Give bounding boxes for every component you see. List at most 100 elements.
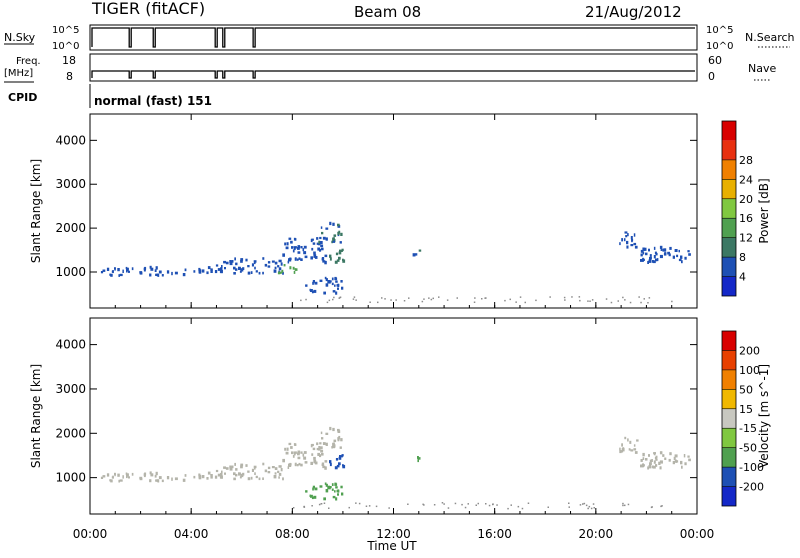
scatter-cell [166, 476, 170, 480]
scatter-cell [217, 268, 221, 271]
scatter-cell [262, 477, 264, 480]
scatter-cell [642, 463, 644, 467]
nave-tick-high: 60 [708, 54, 722, 67]
scatter-cell [310, 289, 313, 292]
y-tick-label: 1000 [55, 471, 86, 485]
scatter-cell [628, 448, 631, 451]
power-colorbar-label: Power [dB] [757, 178, 771, 243]
scatter-cell [300, 299, 302, 302]
scatter-cell [274, 472, 277, 475]
scatter-cell [166, 270, 170, 274]
noise-right-tick-high: 10^5 [706, 25, 733, 36]
colorbar-tick-label: 15 [739, 403, 753, 416]
scatter-cell [155, 273, 158, 276]
scatter-cell [149, 265, 152, 269]
colorbar-swatch [722, 447, 736, 468]
scatter-cell [278, 271, 282, 274]
scatter-cell [640, 249, 644, 253]
colorbar-swatch [722, 159, 736, 180]
scatter-cell [282, 253, 285, 257]
scatter-cell [636, 439, 639, 442]
scatter-cell [338, 256, 341, 260]
colorbar-swatch [722, 121, 736, 141]
scatter-cell [325, 237, 328, 241]
scatter-cell [334, 483, 338, 486]
scatter-cell [312, 447, 316, 451]
scatter-cell [579, 299, 581, 302]
scatter-cell [126, 473, 129, 477]
scatter-cell [206, 271, 209, 275]
power-scatter-cells [100, 221, 691, 304]
scatter-cell [312, 242, 316, 245]
scatter-cell [368, 505, 371, 507]
scatter-cell [240, 473, 244, 478]
scatter-cell [688, 253, 691, 256]
scatter-cell [106, 267, 110, 271]
scatter-cell [352, 298, 355, 300]
scatter-cell [591, 299, 594, 301]
scatter-cell [339, 296, 342, 298]
colorbar-tick-label: 24 [739, 173, 753, 186]
colorbar-tick-label: 100 [739, 364, 760, 377]
scatter-cell [619, 447, 621, 451]
scatter-cell [590, 507, 593, 510]
scatter-cell [304, 461, 308, 464]
scatter-cell [253, 260, 257, 263]
scatter-cell [277, 470, 280, 473]
scatter-cell [100, 476, 104, 479]
scatter-cell [310, 256, 313, 260]
scatter-cell [333, 234, 337, 237]
velocity-y-ticks: 1000 2000 3000 4000 [55, 338, 697, 485]
scatter-cell [661, 505, 663, 507]
velocity-colorbar-label: Velocity [m s^-1] [757, 364, 771, 468]
y-tick-label: 4000 [55, 133, 86, 147]
scatter-cell [126, 269, 128, 273]
scatter-cell [524, 301, 526, 304]
scatter-cell [652, 260, 656, 264]
scatter-cell [201, 269, 205, 273]
scatter-cell [621, 448, 625, 452]
scatter-cell [492, 503, 494, 506]
scatter-cell [214, 270, 218, 274]
scatter-cell [329, 257, 332, 261]
scatter-cell [341, 286, 344, 290]
scatter-cell [262, 462, 265, 466]
scatter-cell [289, 266, 292, 270]
scatter-cell [339, 241, 342, 244]
scatter-cell [206, 477, 209, 480]
scatter-cell [661, 255, 663, 258]
scatter-cell [207, 471, 211, 475]
scatter-cell [278, 267, 282, 271]
scatter-cell [335, 291, 338, 295]
scatter-cell [377, 301, 379, 304]
noise-frame [89, 24, 698, 51]
scatter-cell [144, 266, 147, 270]
scatter-cell [300, 258, 303, 261]
scatter-cell [672, 461, 675, 465]
scatter-cell [674, 249, 678, 252]
scatter-cell [294, 257, 297, 261]
scatter-cell [622, 502, 624, 505]
scatter-cell [337, 493, 339, 496]
colorbar-swatch [722, 369, 736, 390]
scatter-cell [642, 257, 644, 261]
scatter-cell [234, 462, 236, 466]
scatter-cell [321, 258, 325, 261]
scatter-cell [651, 506, 653, 508]
scatter-cell [154, 269, 157, 272]
scatter-cell [234, 257, 236, 261]
scatter-cell [338, 456, 342, 460]
scatter-cell [593, 507, 595, 509]
scatter-cell [381, 297, 383, 299]
scatter-cell [337, 489, 340, 493]
scatter-cell [467, 503, 469, 505]
scatter-cell [549, 296, 551, 298]
scatter-cell [647, 302, 649, 304]
scatter-cell [240, 268, 244, 272]
scatter-cell [340, 232, 343, 236]
scatter-cell [331, 446, 333, 449]
scatter-cell [305, 298, 307, 301]
scatter-cell [131, 267, 134, 271]
colorbar-tick-label: 20 [739, 193, 753, 206]
